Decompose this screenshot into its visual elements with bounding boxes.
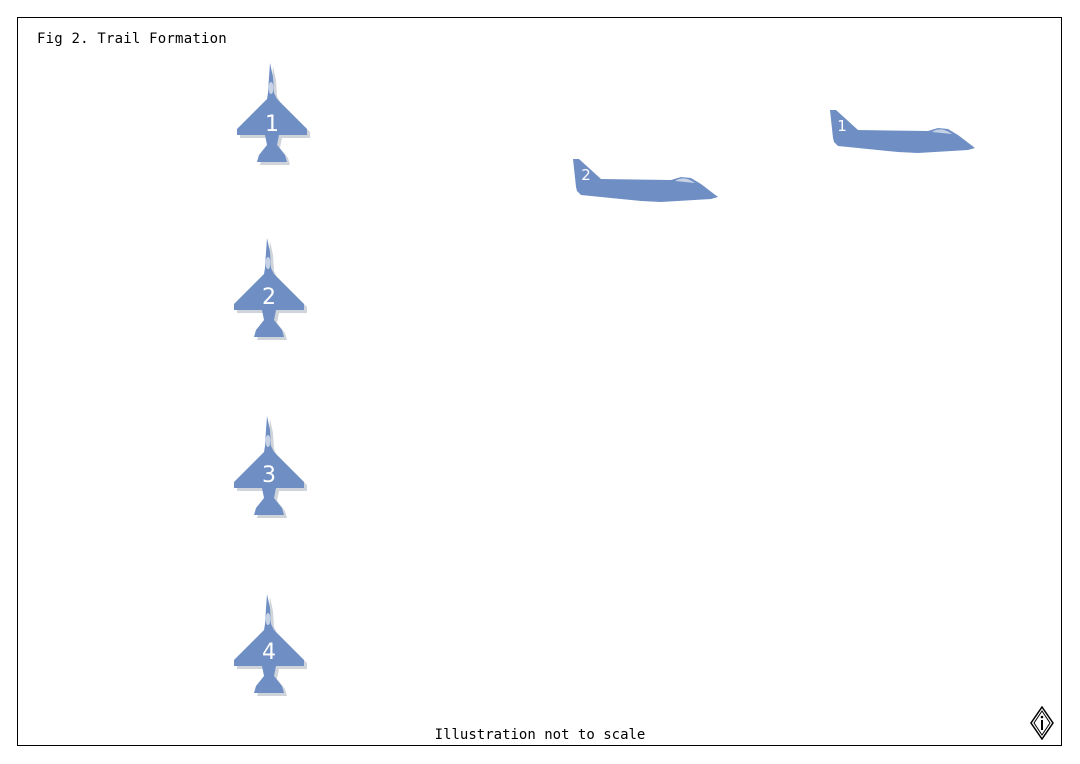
figure-title: Fig 2. Trail Formation [37,31,227,47]
figure-frame [17,17,1062,746]
aircraft-number: 4 [262,640,276,665]
top-view-aircraft-3: 3 [230,416,310,524]
top-view-aircraft-2: 2 [230,238,310,346]
diamond-logo-icon [1030,705,1054,744]
top-view-aircraft-4: 4 [230,594,310,702]
side-view-aircraft-2: 2 [571,157,721,205]
aircraft-number: 2 [262,285,276,310]
aircraft-number: 1 [265,112,279,137]
scale-note: Illustration not to scale [434,727,646,743]
aircraft-number: 3 [262,463,276,488]
aircraft-number: 2 [581,166,591,184]
aircraft-number: 1 [837,117,847,135]
top-view-aircraft-1: 1 [233,63,313,171]
side-view-aircraft-1: 1 [828,108,978,156]
